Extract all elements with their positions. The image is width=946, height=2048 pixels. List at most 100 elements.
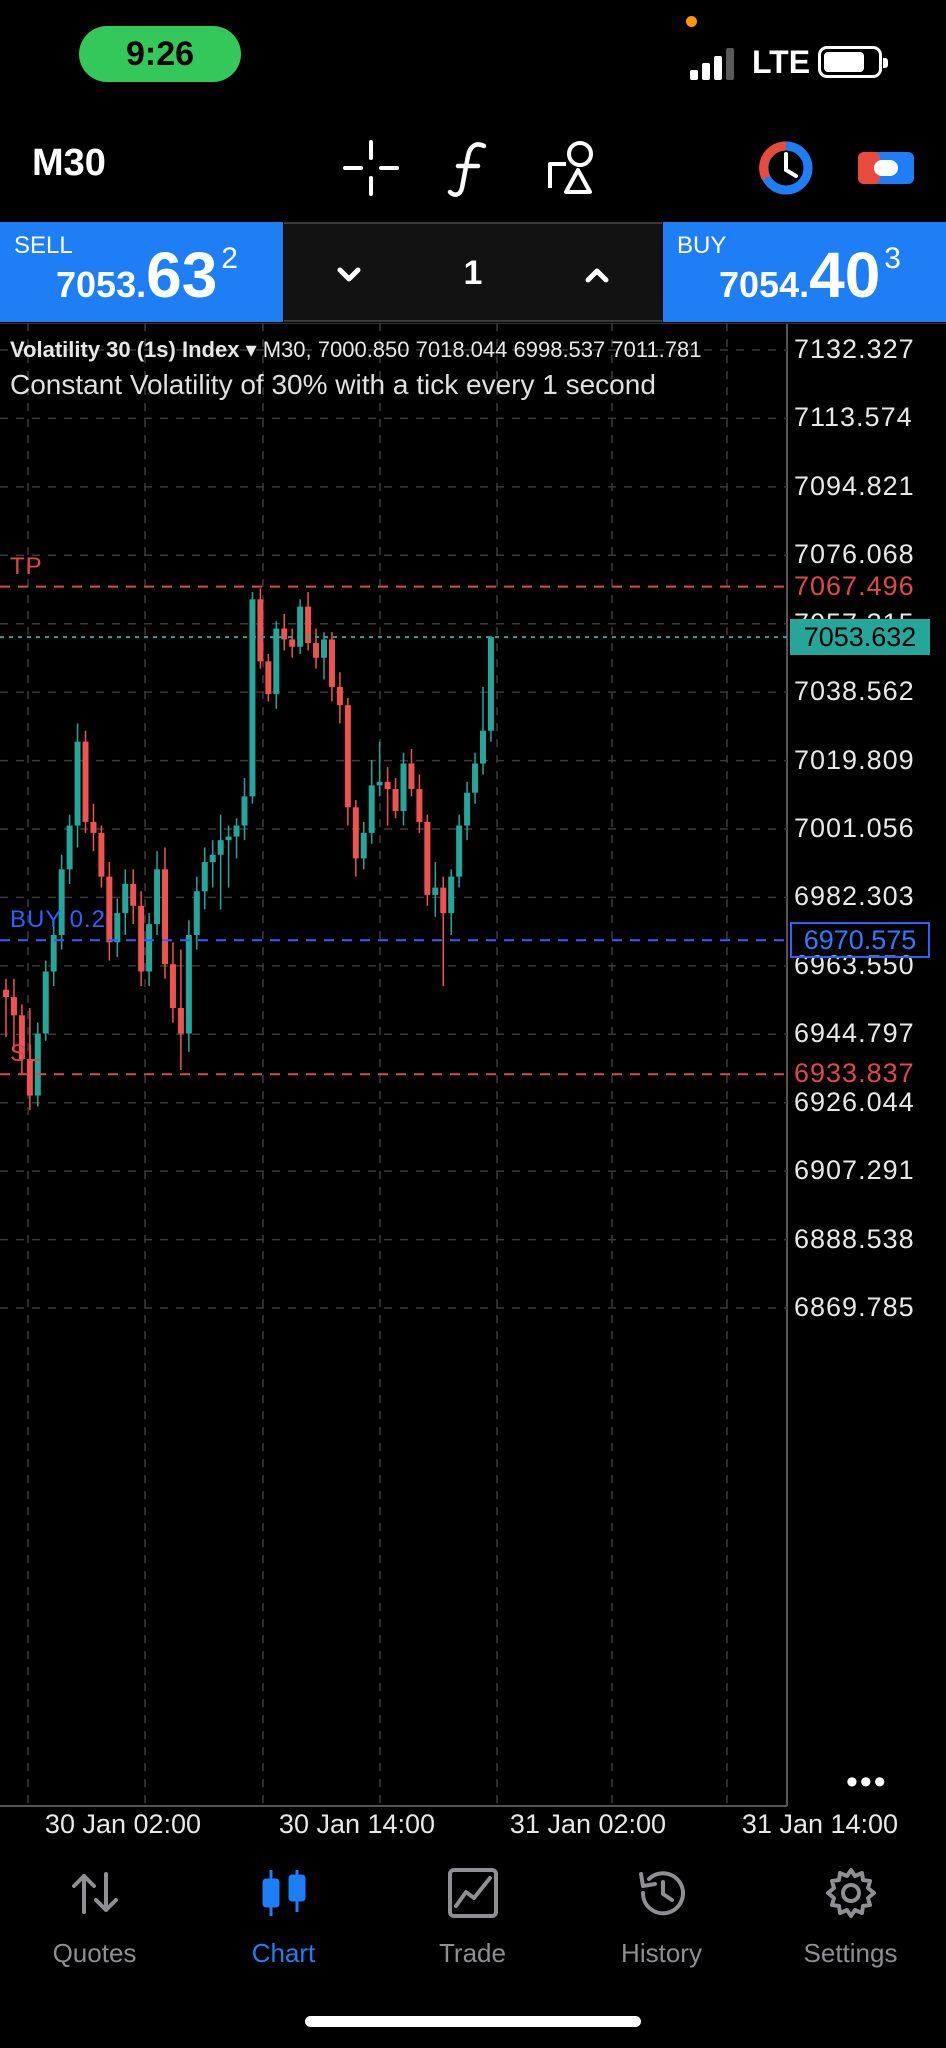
candle-body [432,887,439,895]
nav-trade-label: Trade [439,1938,506,1968]
location-indicator-icon [686,16,697,27]
candle-body [487,637,494,731]
candle-body [233,825,240,837]
symbol-dropdown-icon[interactable]: ▾ [245,337,263,362]
more-options-icon[interactable]: ••• [846,1763,888,1801]
candle-body [34,1033,41,1096]
sell-button[interactable]: SELL 7053.63 2 [0,222,283,322]
nav-quotes[interactable]: Quotes [0,1850,189,2000]
candle-body [193,891,200,936]
candle-body [209,854,216,863]
candle-body [424,821,431,895]
y-axis-tick: 7132.327 [794,334,915,364]
candle-body [472,763,479,793]
candle-body [50,935,57,972]
volume-value[interactable]: 1 [463,254,483,292]
current-price-label: 7053.632 [790,619,930,656]
nav-quotes-label: Quotes [52,1938,137,1968]
candle-body [408,763,415,790]
chart-toolbar: M30 [0,120,946,220]
candle-body [154,869,161,925]
buy-label: BUY [677,232,727,259]
candle-body [169,964,176,1009]
candle-body [265,661,272,695]
candle-body [74,741,81,826]
candle-body [130,883,137,906]
candle-body [416,789,423,822]
status-time: 9:26 [79,26,241,82]
battery-icon [818,46,888,78]
history-icon [638,1871,685,1916]
candle-body [241,796,248,826]
candlestick-chart[interactable] [0,323,946,1823]
candle-body [352,807,359,859]
candle-body [249,599,256,797]
volume-decrease-icon[interactable] [324,250,374,300]
candle-body [448,876,455,914]
stop-loss-price: 6933.837 [794,1058,915,1089]
candle-body [384,781,391,790]
candle-body [360,832,367,859]
nav-settings-label: Settings [803,1938,898,1968]
sell-label: SELL [14,232,73,259]
candle-body [440,887,447,914]
candle-body [328,639,335,687]
candle-body [225,836,232,841]
position-entry-price: 6970.575 [790,922,930,959]
signal-strength-icon [690,48,734,80]
position-entry-label[interactable]: BUY 0.2 [10,906,106,934]
candle-body [400,763,407,811]
candle-body [18,1015,25,1060]
chart-header: Volatility 30 (1s) Index ▾ M30, 7000.850… [10,337,702,363]
x-axis-tick: 31 Jan 02:00 [509,1809,667,1839]
candle-body [98,832,105,877]
nav-chart[interactable]: Chart [189,1850,378,2000]
objects-icon[interactable] [536,130,612,206]
sell-price: 7053.63 2 [56,239,238,311]
one-click-trade-panel: SELL 7053.63 2 1 BUY 7054.40 3 [0,222,946,322]
take-profit-label[interactable]: TP [10,552,43,580]
price-chart[interactable]: Volatility 30 (1s) Index ▾ M30, 7000.850… [0,323,946,1839]
crosshair-icon[interactable] [333,130,409,206]
candle-body [42,971,49,1034]
stop-loss-label[interactable]: SL [10,1040,42,1068]
candle-body [162,869,168,965]
candle-body [464,792,471,826]
function-icon[interactable] [432,130,508,206]
settings-icon [825,1868,876,1918]
candle-body [480,730,486,764]
y-axis-tick: 6982.303 [794,881,915,912]
home-indicator [305,2016,641,2027]
nav-history-label: History [621,1938,702,1968]
timeframe-button[interactable]: M30 [32,142,106,184]
y-axis-tick: 7019.809 [794,744,915,775]
nav-history[interactable]: History [567,1850,756,2000]
candle-body [297,606,304,647]
take-profit-price: 7067.496 [794,570,915,601]
candle-body [114,913,121,943]
one-click-trading-icon[interactable] [748,130,824,206]
candle-body [392,789,399,811]
nav-trade[interactable]: Trade [378,1850,567,2000]
buy-button[interactable]: BUY 7054.40 3 [663,222,946,322]
candle-body [90,821,97,833]
candle-body [344,705,351,808]
symbol-name[interactable]: Volatility 30 (1s) Index [10,337,240,362]
candle-body [273,628,280,695]
candle-body [305,606,312,644]
candle-body [185,935,192,1034]
candle-body [82,741,89,822]
x-axis-tick: 30 Jan 14:00 [278,1809,436,1839]
y-axis-tick: 6944.797 [794,1018,915,1049]
volume-selector: 1 [284,222,662,322]
y-axis-tick: 6869.785 [794,1292,915,1322]
bottom-navigation: Quotes Chart Trade History [0,1850,946,2000]
x-axis-tick: 31 Jan 14:00 [741,1809,899,1839]
account-icon[interactable] [848,130,924,206]
y-axis-tick: 7113.574 [794,402,913,433]
chart-icon [262,1870,305,1916]
candle-body [336,686,343,706]
candle-body [289,639,296,647]
volume-increase-icon[interactable] [572,250,622,300]
nav-settings[interactable]: Settings [756,1850,945,2000]
